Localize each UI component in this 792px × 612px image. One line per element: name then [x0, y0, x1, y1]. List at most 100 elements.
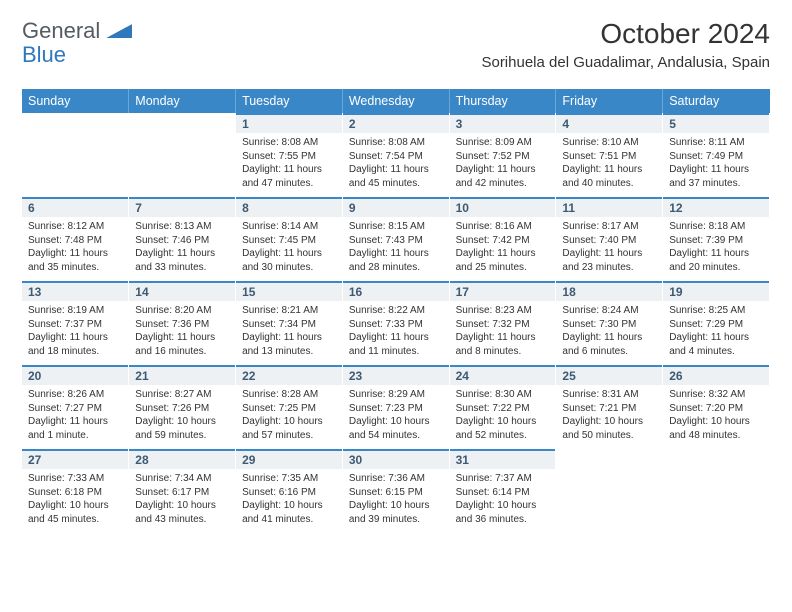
col-thursday: Thursday: [449, 89, 556, 113]
sunset-text: Sunset: 7:48 PM: [28, 234, 122, 248]
day-cell: [22, 113, 129, 197]
day-details: Sunrise: 8:28 AMSunset: 7:25 PMDaylight:…: [236, 385, 342, 446]
sunrise-text: Sunrise: 7:37 AM: [456, 472, 550, 486]
sunrise-text: Sunrise: 8:09 AM: [456, 136, 550, 150]
sunset-text: Sunset: 7:33 PM: [349, 318, 443, 332]
col-wednesday: Wednesday: [342, 89, 449, 113]
day-details: Sunrise: 8:14 AMSunset: 7:45 PMDaylight:…: [236, 217, 342, 278]
sunset-text: Sunset: 7:32 PM: [456, 318, 550, 332]
daylight-text: Daylight: 11 hours and 47 minutes.: [242, 163, 336, 190]
day-cell: 10Sunrise: 8:16 AMSunset: 7:42 PMDayligh…: [449, 197, 556, 281]
daylight-text: Daylight: 10 hours and 57 minutes.: [242, 415, 336, 442]
day-cell: 28Sunrise: 7:34 AMSunset: 6:17 PMDayligh…: [129, 449, 236, 533]
day-details: Sunrise: 7:36 AMSunset: 6:15 PMDaylight:…: [343, 469, 449, 530]
sunrise-text: Sunrise: 8:21 AM: [242, 304, 336, 318]
sunrise-text: Sunrise: 8:25 AM: [669, 304, 763, 318]
daylight-text: Daylight: 11 hours and 42 minutes.: [456, 163, 550, 190]
day-number: 20: [22, 365, 128, 385]
col-sunday: Sunday: [22, 89, 129, 113]
day-details: Sunrise: 7:37 AMSunset: 6:14 PMDaylight:…: [450, 469, 556, 530]
daylight-text: Daylight: 11 hours and 18 minutes.: [28, 331, 122, 358]
sunset-text: Sunset: 7:54 PM: [349, 150, 443, 164]
daylight-text: Daylight: 10 hours and 43 minutes.: [135, 499, 229, 526]
day-number: 2: [343, 113, 449, 133]
sunrise-text: Sunrise: 8:24 AM: [562, 304, 656, 318]
sunrise-text: Sunrise: 8:18 AM: [669, 220, 763, 234]
sunset-text: Sunset: 7:46 PM: [135, 234, 229, 248]
day-details: Sunrise: 7:35 AMSunset: 6:16 PMDaylight:…: [236, 469, 342, 530]
sunrise-text: Sunrise: 8:14 AM: [242, 220, 336, 234]
day-cell: [556, 449, 663, 533]
week-row: 13Sunrise: 8:19 AMSunset: 7:37 PMDayligh…: [22, 281, 770, 365]
sunset-text: Sunset: 7:34 PM: [242, 318, 336, 332]
day-details: Sunrise: 8:30 AMSunset: 7:22 PMDaylight:…: [450, 385, 556, 446]
sunrise-text: Sunrise: 8:30 AM: [456, 388, 550, 402]
day-details: Sunrise: 8:16 AMSunset: 7:42 PMDaylight:…: [450, 217, 556, 278]
sunrise-text: Sunrise: 8:12 AM: [28, 220, 122, 234]
location-subtitle: Sorihuela del Guadalimar, Andalusia, Spa…: [481, 54, 770, 71]
day-cell: 30Sunrise: 7:36 AMSunset: 6:15 PMDayligh…: [342, 449, 449, 533]
day-details: Sunrise: 8:22 AMSunset: 7:33 PMDaylight:…: [343, 301, 449, 362]
sunrise-text: Sunrise: 8:19 AM: [28, 304, 122, 318]
day-number: 15: [236, 281, 342, 301]
day-number: 16: [343, 281, 449, 301]
day-number: 13: [22, 281, 128, 301]
day-cell: 14Sunrise: 8:20 AMSunset: 7:36 PMDayligh…: [129, 281, 236, 365]
calendar-page: General Blue October 2024 Sorihuela del …: [0, 0, 792, 543]
day-number: 24: [450, 365, 556, 385]
brand-logo: General Blue: [22, 20, 132, 68]
day-cell: 3Sunrise: 8:09 AMSunset: 7:52 PMDaylight…: [449, 113, 556, 197]
sunrise-text: Sunrise: 7:34 AM: [135, 472, 229, 486]
daylight-text: Daylight: 11 hours and 8 minutes.: [456, 331, 550, 358]
daylight-text: Daylight: 11 hours and 16 minutes.: [135, 331, 229, 358]
day-details: Sunrise: 8:29 AMSunset: 7:23 PMDaylight:…: [343, 385, 449, 446]
day-details: Sunrise: 8:27 AMSunset: 7:26 PMDaylight:…: [129, 385, 235, 446]
day-number: 17: [450, 281, 556, 301]
sunset-text: Sunset: 7:49 PM: [669, 150, 763, 164]
day-number: 14: [129, 281, 235, 301]
brand-line1: General: [22, 20, 100, 42]
sunrise-text: Sunrise: 7:33 AM: [28, 472, 122, 486]
day-cell: 21Sunrise: 8:27 AMSunset: 7:26 PMDayligh…: [129, 365, 236, 449]
day-cell: 1Sunrise: 8:08 AMSunset: 7:55 PMDaylight…: [236, 113, 343, 197]
day-cell: 20Sunrise: 8:26 AMSunset: 7:27 PMDayligh…: [22, 365, 129, 449]
week-row: 27Sunrise: 7:33 AMSunset: 6:18 PMDayligh…: [22, 449, 770, 533]
sunset-text: Sunset: 7:23 PM: [349, 402, 443, 416]
day-number: 31: [450, 449, 556, 469]
day-details: Sunrise: 7:33 AMSunset: 6:18 PMDaylight:…: [22, 469, 128, 530]
day-cell: 5Sunrise: 8:11 AMSunset: 7:49 PMDaylight…: [663, 113, 770, 197]
sunrise-text: Sunrise: 8:29 AM: [349, 388, 443, 402]
sunrise-text: Sunrise: 8:13 AM: [135, 220, 229, 234]
day-cell: 17Sunrise: 8:23 AMSunset: 7:32 PMDayligh…: [449, 281, 556, 365]
sunset-text: Sunset: 7:22 PM: [456, 402, 550, 416]
sunrise-text: Sunrise: 8:17 AM: [562, 220, 656, 234]
day-cell: 7Sunrise: 8:13 AMSunset: 7:46 PMDaylight…: [129, 197, 236, 281]
sunset-text: Sunset: 7:43 PM: [349, 234, 443, 248]
sunrise-text: Sunrise: 8:15 AM: [349, 220, 443, 234]
triangle-icon: [106, 24, 132, 38]
day-number: 3: [450, 113, 556, 133]
sunrise-text: Sunrise: 8:08 AM: [242, 136, 336, 150]
day-details: Sunrise: 8:12 AMSunset: 7:48 PMDaylight:…: [22, 217, 128, 278]
sunset-text: Sunset: 7:51 PM: [562, 150, 656, 164]
daylight-text: Daylight: 11 hours and 4 minutes.: [669, 331, 763, 358]
col-tuesday: Tuesday: [236, 89, 343, 113]
month-title: October 2024: [481, 18, 770, 50]
col-friday: Friday: [556, 89, 663, 113]
day-cell: 29Sunrise: 7:35 AMSunset: 6:16 PMDayligh…: [236, 449, 343, 533]
day-number: 18: [556, 281, 662, 301]
day-cell: 23Sunrise: 8:29 AMSunset: 7:23 PMDayligh…: [342, 365, 449, 449]
day-cell: 11Sunrise: 8:17 AMSunset: 7:40 PMDayligh…: [556, 197, 663, 281]
calendar-body: 1Sunrise: 8:08 AMSunset: 7:55 PMDaylight…: [22, 113, 770, 533]
daylight-text: Daylight: 11 hours and 35 minutes.: [28, 247, 122, 274]
day-number: 6: [22, 197, 128, 217]
day-cell: 31Sunrise: 7:37 AMSunset: 6:14 PMDayligh…: [449, 449, 556, 533]
sunrise-text: Sunrise: 8:31 AM: [562, 388, 656, 402]
day-cell: 22Sunrise: 8:28 AMSunset: 7:25 PMDayligh…: [236, 365, 343, 449]
day-cell: 15Sunrise: 8:21 AMSunset: 7:34 PMDayligh…: [236, 281, 343, 365]
day-cell: 18Sunrise: 8:24 AMSunset: 7:30 PMDayligh…: [556, 281, 663, 365]
sunset-text: Sunset: 7:36 PM: [135, 318, 229, 332]
daylight-text: Daylight: 11 hours and 37 minutes.: [669, 163, 763, 190]
week-row: 1Sunrise: 8:08 AMSunset: 7:55 PMDaylight…: [22, 113, 770, 197]
day-details: Sunrise: 8:08 AMSunset: 7:55 PMDaylight:…: [236, 133, 342, 194]
